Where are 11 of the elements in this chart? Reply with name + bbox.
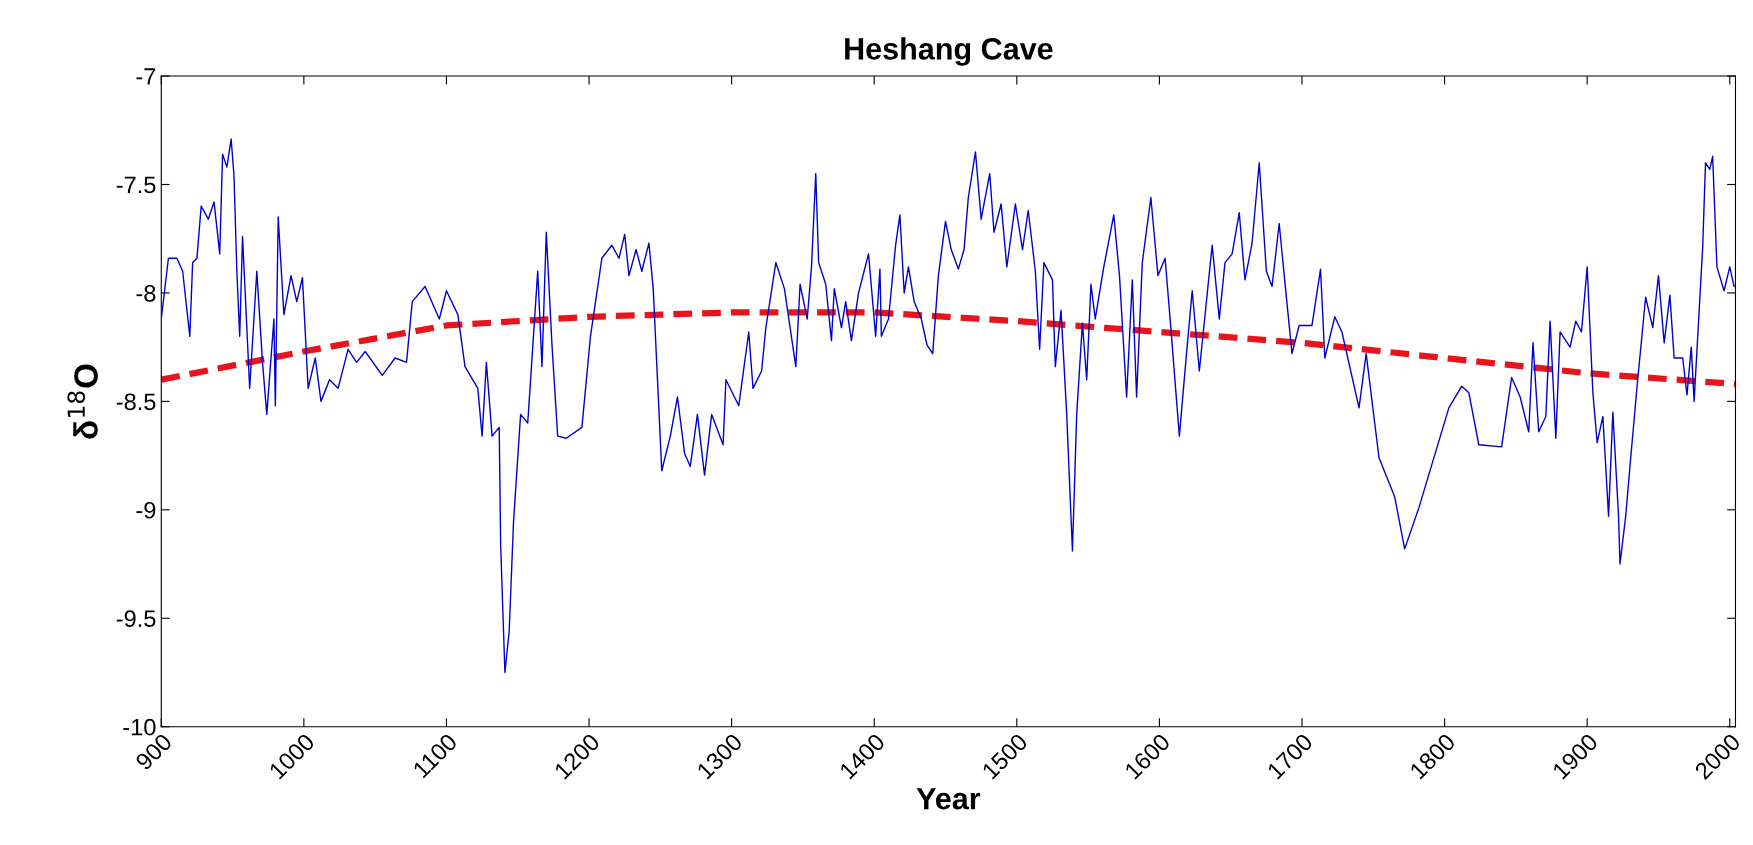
- y-tick-label: -10: [123, 718, 156, 736]
- y-tick-label: -8: [136, 285, 156, 302]
- y-axis-title: δ$^{18}$O: [67, 364, 98, 439]
- y-tick-label: -7: [136, 68, 156, 85]
- x-axis-title: Year: [916, 788, 981, 810]
- chart-title: Heshang Cave: [845, 37, 1053, 66]
- y-tick-label: -7.5: [116, 176, 156, 194]
- y-tick-label: -9.5: [116, 610, 156, 628]
- y-tick-label: -9: [136, 501, 156, 519]
- y-tick-label: -8.5: [116, 393, 156, 411]
- line-series: [161, 138, 1735, 674]
